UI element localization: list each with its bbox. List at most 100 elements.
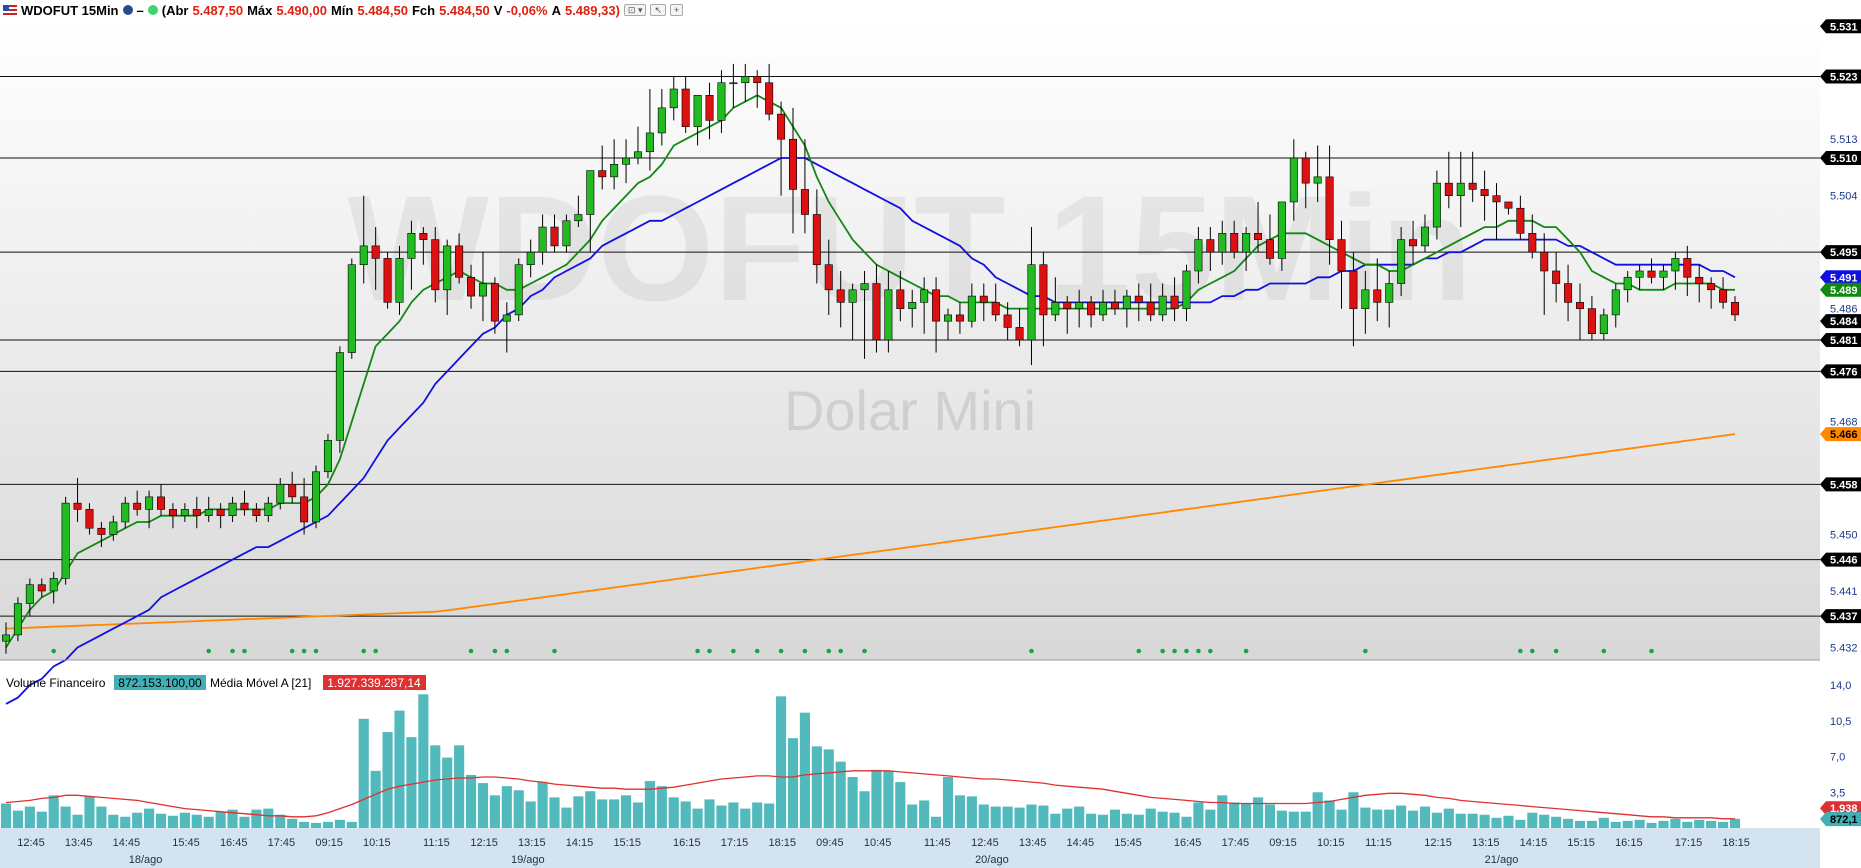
volume-bar[interactable] xyxy=(1527,812,1538,828)
candle[interactable] xyxy=(896,270,905,322)
volume-bar[interactable] xyxy=(1551,816,1562,828)
dashboard-icon[interactable] xyxy=(122,5,133,15)
candle[interactable] xyxy=(753,70,762,108)
volume-bar[interactable] xyxy=(132,812,143,828)
volume-bar[interactable] xyxy=(907,804,918,828)
candle[interactable] xyxy=(1540,233,1549,315)
volume-bar[interactable] xyxy=(1455,813,1466,828)
candle[interactable] xyxy=(1063,296,1072,334)
candle[interactable] xyxy=(705,82,714,140)
volume-bar[interactable] xyxy=(1682,821,1693,828)
volume-bar[interactable] xyxy=(1121,813,1132,828)
candle[interactable] xyxy=(347,258,356,359)
chart-type-dropdown-icon[interactable]: ⊡ ▾ xyxy=(623,4,647,16)
candle[interactable] xyxy=(73,478,82,522)
candle[interactable] xyxy=(1647,258,1656,284)
candle[interactable] xyxy=(1158,283,1167,322)
candle[interactable] xyxy=(1277,201,1286,271)
volume-bar[interactable] xyxy=(1252,797,1264,828)
candle[interactable] xyxy=(1254,201,1263,253)
volume-bar[interactable] xyxy=(501,786,512,828)
candle[interactable] xyxy=(264,496,273,522)
candle[interactable] xyxy=(1599,308,1608,340)
volume-bar[interactable] xyxy=(1145,808,1156,828)
volume-bar[interactable] xyxy=(167,815,179,828)
candle[interactable] xyxy=(490,277,499,334)
candle[interactable] xyxy=(133,490,142,516)
candle[interactable] xyxy=(610,139,619,190)
candle[interactable] xyxy=(1003,302,1012,340)
volume-bar[interactable] xyxy=(609,799,620,828)
volume-bar[interactable] xyxy=(215,811,226,828)
candle[interactable] xyxy=(812,189,821,284)
volume-bar[interactable] xyxy=(370,770,381,828)
candle[interactable] xyxy=(1206,227,1215,271)
volume-bar[interactable] xyxy=(1407,810,1419,828)
volume-bar[interactable] xyxy=(227,809,238,828)
candle[interactable] xyxy=(1731,296,1739,322)
volume-bar[interactable] xyxy=(1431,812,1442,828)
candle[interactable] xyxy=(85,503,94,535)
volume-bar[interactable] xyxy=(716,805,727,828)
volume-bar[interactable] xyxy=(835,761,846,828)
candle[interactable] xyxy=(1194,227,1203,284)
volume-bar[interactable] xyxy=(1074,806,1085,828)
candle[interactable] xyxy=(824,239,833,315)
candle[interactable] xyxy=(312,465,321,529)
volume-bar[interactable] xyxy=(1562,818,1574,828)
volume-bar[interactable] xyxy=(1574,820,1586,828)
volume-bar[interactable] xyxy=(1360,807,1371,828)
volume-bar[interactable] xyxy=(799,712,810,828)
candle[interactable] xyxy=(252,503,261,522)
volume-bar[interactable] xyxy=(978,804,989,828)
candle[interactable] xyxy=(574,195,583,228)
volume-bar[interactable] xyxy=(60,806,71,828)
candle[interactable] xyxy=(1587,296,1596,340)
candle[interactable] xyxy=(765,63,774,121)
volume-bar[interactable] xyxy=(1038,805,1049,828)
volume-bar[interactable] xyxy=(382,732,393,828)
candle[interactable] xyxy=(2,622,10,654)
candle[interactable] xyxy=(538,214,547,265)
volume-bar[interactable] xyxy=(668,797,679,828)
candle[interactable] xyxy=(121,496,130,529)
candle[interactable] xyxy=(1146,283,1155,322)
volume-bar[interactable] xyxy=(299,821,310,828)
volume-bar[interactable] xyxy=(310,822,322,828)
cursor-icon[interactable]: ↖ xyxy=(650,4,667,16)
candle[interactable] xyxy=(1719,277,1728,309)
candle[interactable] xyxy=(1695,264,1704,303)
volume-bar[interactable] xyxy=(811,746,822,828)
candle[interactable] xyxy=(228,496,237,522)
candle[interactable] xyxy=(932,277,941,353)
volume-bar[interactable] xyxy=(942,776,954,828)
candle[interactable] xyxy=(37,578,46,598)
candle[interactable] xyxy=(335,346,344,453)
volume-bar[interactable] xyxy=(465,774,477,828)
volume-bar[interactable] xyxy=(0,803,12,828)
volume-bar[interactable] xyxy=(883,770,894,828)
candle[interactable] xyxy=(1289,139,1298,221)
candle[interactable] xyxy=(729,63,738,108)
candle[interactable] xyxy=(502,302,511,353)
volume-bar[interactable] xyxy=(787,738,799,828)
candle[interactable] xyxy=(13,597,22,642)
candle[interactable] xyxy=(1075,289,1084,328)
candle[interactable] xyxy=(1444,151,1453,209)
candle[interactable] xyxy=(1337,220,1346,309)
volume-bar[interactable] xyxy=(704,799,715,828)
volume-bar[interactable] xyxy=(632,802,644,828)
candle[interactable] xyxy=(800,139,809,234)
candle[interactable] xyxy=(1170,277,1179,322)
candle[interactable] xyxy=(1122,289,1131,328)
candle[interactable] xyxy=(1027,227,1036,366)
volume-bar[interactable] xyxy=(1026,804,1037,828)
candle[interactable] xyxy=(180,503,189,522)
candle[interactable] xyxy=(848,283,857,340)
volume-bar[interactable] xyxy=(1288,811,1299,828)
candle[interactable] xyxy=(836,270,845,328)
candle[interactable] xyxy=(1301,151,1310,209)
candle[interactable] xyxy=(657,89,666,146)
volume-bar[interactable] xyxy=(144,808,155,828)
candle[interactable] xyxy=(860,270,869,359)
